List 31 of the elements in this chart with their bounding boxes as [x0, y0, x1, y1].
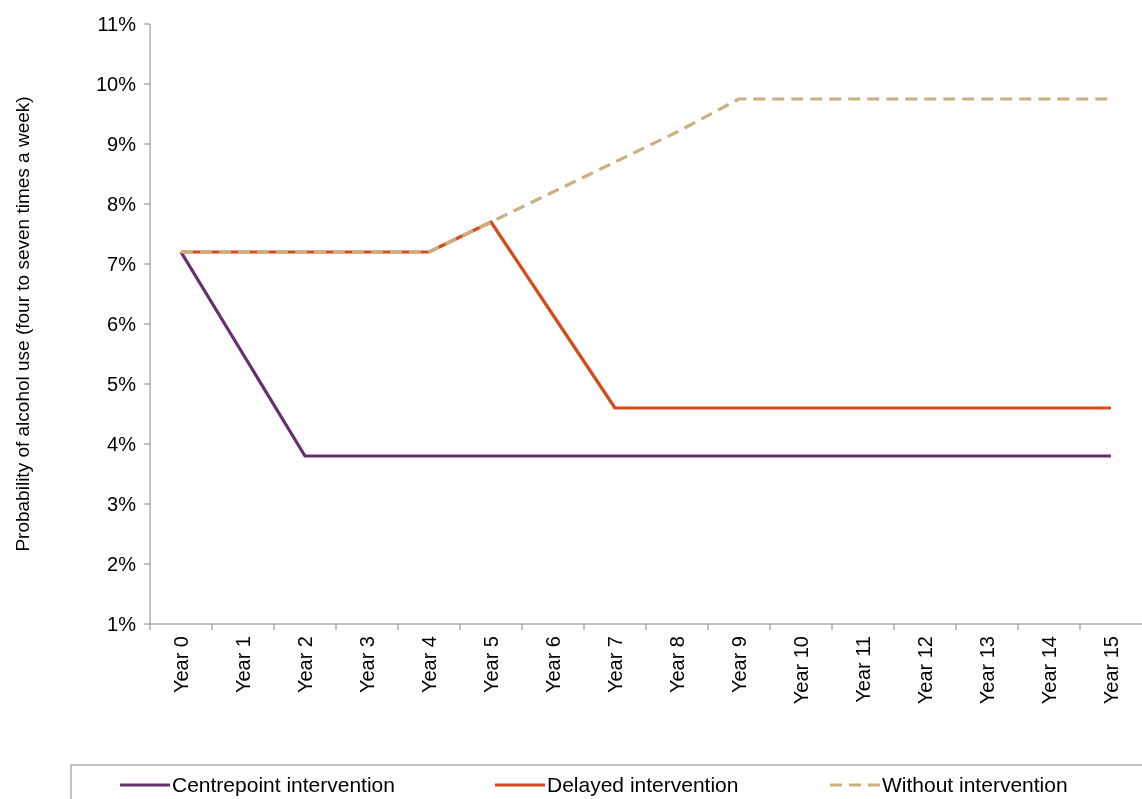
x-tick-label: Year 13: [976, 636, 998, 705]
y-tick-label: 5%: [107, 373, 137, 395]
x-tick-label: Year 7: [604, 636, 626, 694]
x-tick-label: Year 2: [294, 636, 316, 694]
y-tick-label: 9%: [107, 133, 137, 155]
y-tick-label: 6%: [107, 313, 137, 335]
y-tick-label: 7%: [107, 253, 137, 275]
x-tick-label: Year 12: [914, 636, 936, 705]
x-tick-label: Year 4: [418, 636, 440, 694]
y-tick-label: 2%: [107, 553, 137, 575]
x-tick-label: Year 11: [852, 636, 874, 703]
y-tick-label: 3%: [107, 493, 137, 515]
x-tick-label: Year 9: [728, 636, 750, 694]
x-tick-label: Year 10: [790, 636, 812, 705]
x-tick-label: Year 15: [1100, 636, 1122, 705]
legend-label: Centrepoint intervention: [172, 773, 395, 797]
y-tick-label: 11%: [97, 13, 137, 35]
x-tick-label: Year 0: [170, 636, 192, 694]
legend-label: Delayed intervention: [547, 773, 739, 797]
y-tick-label: 1%: [107, 613, 137, 635]
y-axis-title: Probability of alcohol use (four to seven times a week): [11, 96, 33, 552]
x-tick-label: Year 8: [666, 636, 688, 694]
x-tick-label: Year 1: [232, 636, 254, 694]
x-tick-label: Year 6: [542, 636, 564, 694]
y-tick-label: 10%: [95, 73, 137, 95]
x-tick-label: Year 14: [1038, 636, 1060, 705]
y-tick-label: 8%: [107, 193, 137, 215]
x-tick-label: Year 3: [356, 636, 378, 694]
y-tick-label: 4%: [107, 433, 137, 455]
legend-label: Without intervention: [882, 773, 1068, 797]
x-tick-label: Year 5: [480, 636, 502, 694]
